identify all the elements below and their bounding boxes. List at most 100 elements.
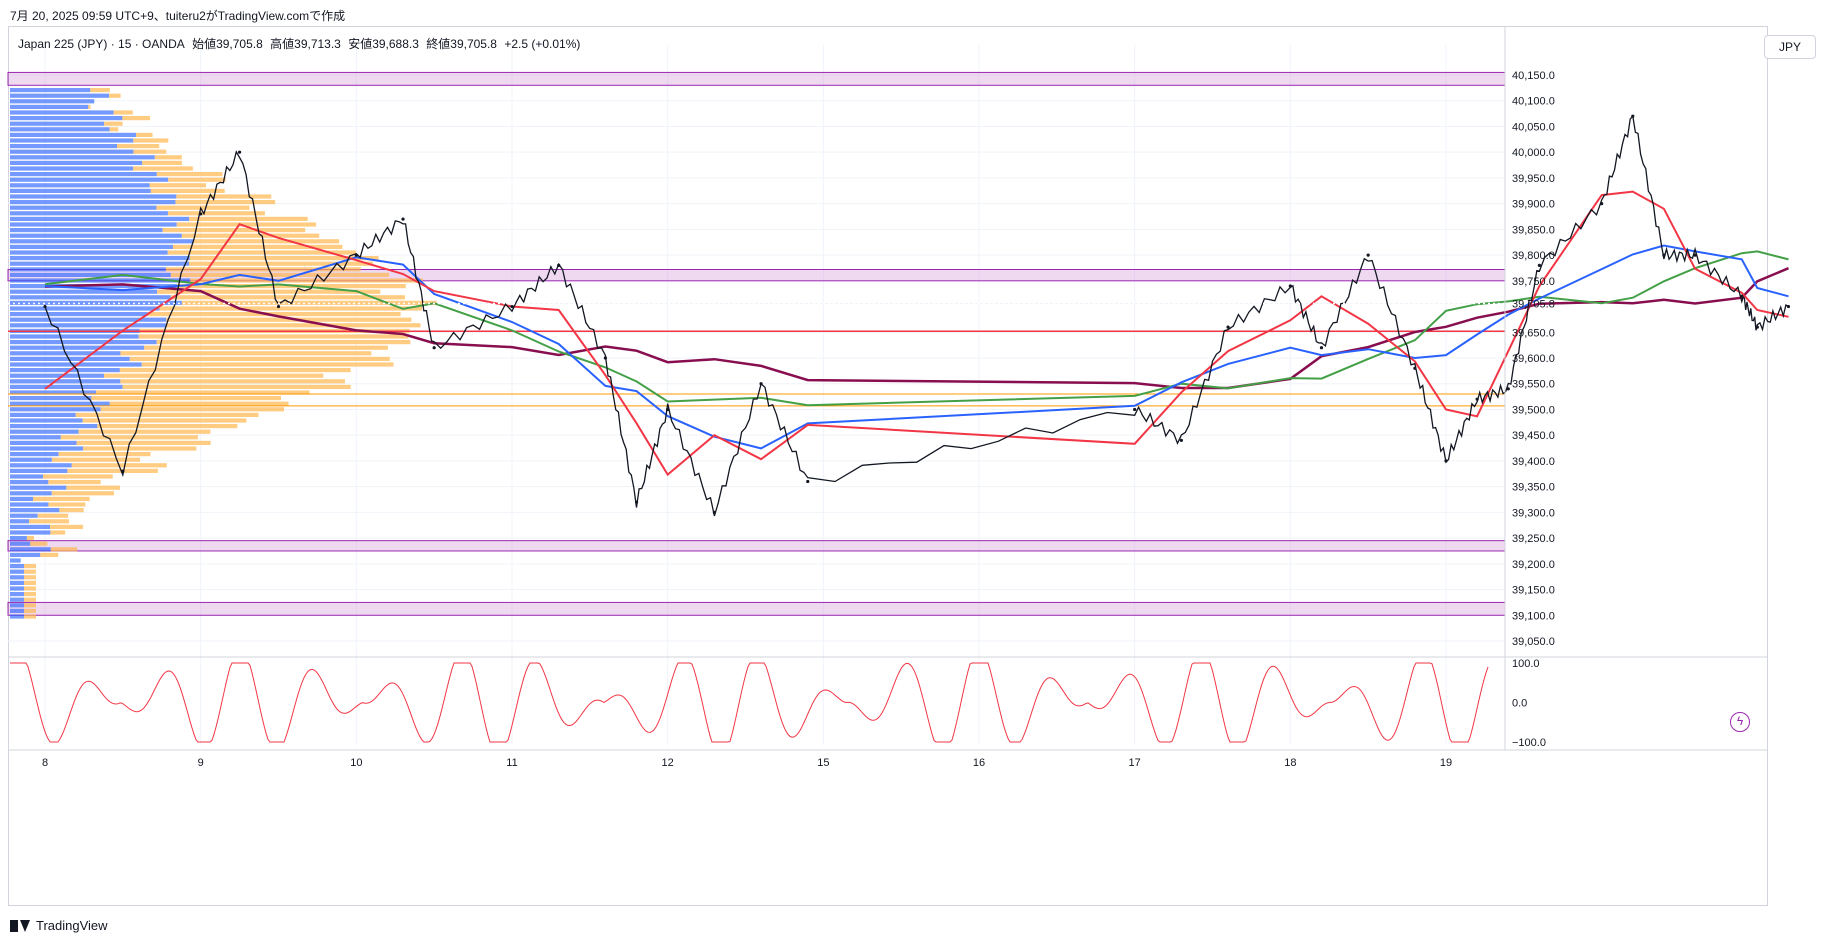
volume-profile-bar xyxy=(120,351,372,356)
volume-profile-bar xyxy=(10,580,24,585)
volume-profile-bar xyxy=(10,289,158,294)
price-point xyxy=(603,356,608,360)
volume-profile-bar xyxy=(170,272,390,277)
volume-profile-bar xyxy=(24,580,36,585)
volume-profile-bar xyxy=(167,250,357,255)
volume-profile-bar xyxy=(138,334,409,339)
volume-profile-bar xyxy=(10,418,83,423)
volume-profile-bar xyxy=(26,536,35,541)
y-axis-tick-label: 39,200.0 xyxy=(1512,559,1555,571)
legend-symbol[interactable]: Japan 225 (JPY) · 15 · OANDA xyxy=(18,37,185,51)
y-axis-tick-label: 39,800.0 xyxy=(1512,250,1555,262)
price-point xyxy=(432,346,436,350)
volume-profile-bar xyxy=(37,513,69,518)
footer-brand-text: TradingView xyxy=(36,918,108,933)
volume-profile-bar xyxy=(10,502,49,507)
volume-profile-bar xyxy=(149,183,207,188)
volume-profile-bar xyxy=(103,373,324,378)
volume-profile-bar xyxy=(10,463,72,468)
volume-profile-bar xyxy=(75,412,259,417)
lightning-icon[interactable]: ϟ xyxy=(1730,712,1750,732)
volume-profile-bar xyxy=(10,485,67,490)
volume-profile-bar xyxy=(156,205,250,210)
price-point xyxy=(1506,387,1510,391)
y-axis-tick-label: 39,750.0 xyxy=(1512,276,1555,288)
volume-profile-bar xyxy=(133,138,169,143)
price-point xyxy=(1288,284,1292,288)
price-point xyxy=(1693,253,1697,257)
volume-profile-bar xyxy=(88,104,91,109)
supply-demand-zone[interactable] xyxy=(7,601,1506,616)
oscillator-tick-label: 0.0 xyxy=(1512,698,1527,710)
moving-average-green[interactable] xyxy=(44,250,1789,407)
x-axis-tick-label: 8 xyxy=(42,757,48,769)
volume-profile-bar xyxy=(100,407,284,412)
volume-profile-bar xyxy=(10,440,77,445)
volume-profile-bar xyxy=(51,457,141,462)
volume-profile-bar xyxy=(10,597,24,602)
volume-profile-bar xyxy=(104,121,123,126)
x-axis-tick-label: 9 xyxy=(198,757,204,769)
volume-profile-bar xyxy=(10,272,171,277)
volume-profile-bar xyxy=(97,424,238,429)
volume-profile-bar xyxy=(10,177,169,182)
volume-profile-bar xyxy=(10,127,110,132)
volume-profile-bar xyxy=(91,396,281,401)
volume-profile-bar xyxy=(10,368,120,373)
volume-profile-bar xyxy=(172,244,343,249)
x-axis-tick-label: 10 xyxy=(350,757,362,769)
volume-profile-bar xyxy=(10,524,51,529)
volume-profile-bar xyxy=(141,362,394,367)
volume-profile-bar xyxy=(109,93,121,98)
price-line[interactable] xyxy=(44,114,1789,517)
volume-profile-bar xyxy=(10,575,24,580)
chart-snapshot-title: 7月 20, 2025 09:59 UTC+9、tuiteru2がTrading… xyxy=(10,9,346,23)
price-point xyxy=(237,150,242,154)
volume-profile-bar xyxy=(50,547,78,552)
volume-profile-bar xyxy=(122,116,150,121)
volume-profile-bar xyxy=(10,155,155,160)
y-axis-tick-label: 39,450.0 xyxy=(1512,430,1555,442)
volume-profile-bar xyxy=(144,345,388,350)
price-point xyxy=(1662,253,1666,257)
price-point xyxy=(634,500,639,504)
moving-average-red[interactable] xyxy=(44,190,1789,477)
supply-demand-zone[interactable] xyxy=(7,71,1506,86)
volume-profile-bar xyxy=(10,530,51,535)
x-axis-tick-label: 16 xyxy=(973,757,985,769)
volume-profile-bar xyxy=(176,194,272,199)
price-point xyxy=(1133,407,1137,412)
legend-change: +2.5 (+0.01%) xyxy=(504,37,581,51)
volume-profile-bar xyxy=(10,569,24,574)
volume-profile-bar xyxy=(189,256,379,261)
volume-profile-bar xyxy=(10,317,167,322)
y-axis-tick-label: 40,000.0 xyxy=(1512,147,1555,159)
volume-profile-bar xyxy=(10,401,110,406)
volume-profile-bar xyxy=(176,222,317,227)
moving-average-blue[interactable] xyxy=(44,244,1789,450)
ohlc-legend: Japan 225 (JPY) · 15 · OANDA 始値39,705.8 … xyxy=(18,35,584,52)
y-axis-tick-label: 39,050.0 xyxy=(1512,636,1555,648)
volume-profile-bar xyxy=(10,205,157,210)
volume-profile-bar xyxy=(30,541,48,546)
supply-demand-zone[interactable] xyxy=(7,540,1506,552)
y-axis-tick-label: 39,900.0 xyxy=(1512,199,1555,211)
volume-profile-bar xyxy=(24,597,36,602)
oscillator-line[interactable] xyxy=(10,662,1489,743)
volume-profile-bar xyxy=(10,446,84,451)
price-point xyxy=(1319,346,1324,350)
y-axis-tick-label: 39,550.0 xyxy=(1512,379,1555,391)
volume-profile-bar xyxy=(10,306,160,311)
currency-selector[interactable]: JPY xyxy=(1764,35,1816,59)
volume-profile-bar xyxy=(10,362,142,367)
legend-close: 終値39,705.8 xyxy=(426,37,497,51)
y-axis-tick-label: 39,400.0 xyxy=(1512,456,1555,468)
volume-profile-bar xyxy=(10,267,166,272)
volume-profile-bar xyxy=(167,211,265,216)
x-axis-tick-label: 15 xyxy=(817,757,829,769)
volume-profile-bar xyxy=(157,289,381,294)
moving-average-maroon[interactable] xyxy=(44,267,1789,390)
volume-profile-bar xyxy=(10,278,191,283)
price-point xyxy=(121,469,125,473)
